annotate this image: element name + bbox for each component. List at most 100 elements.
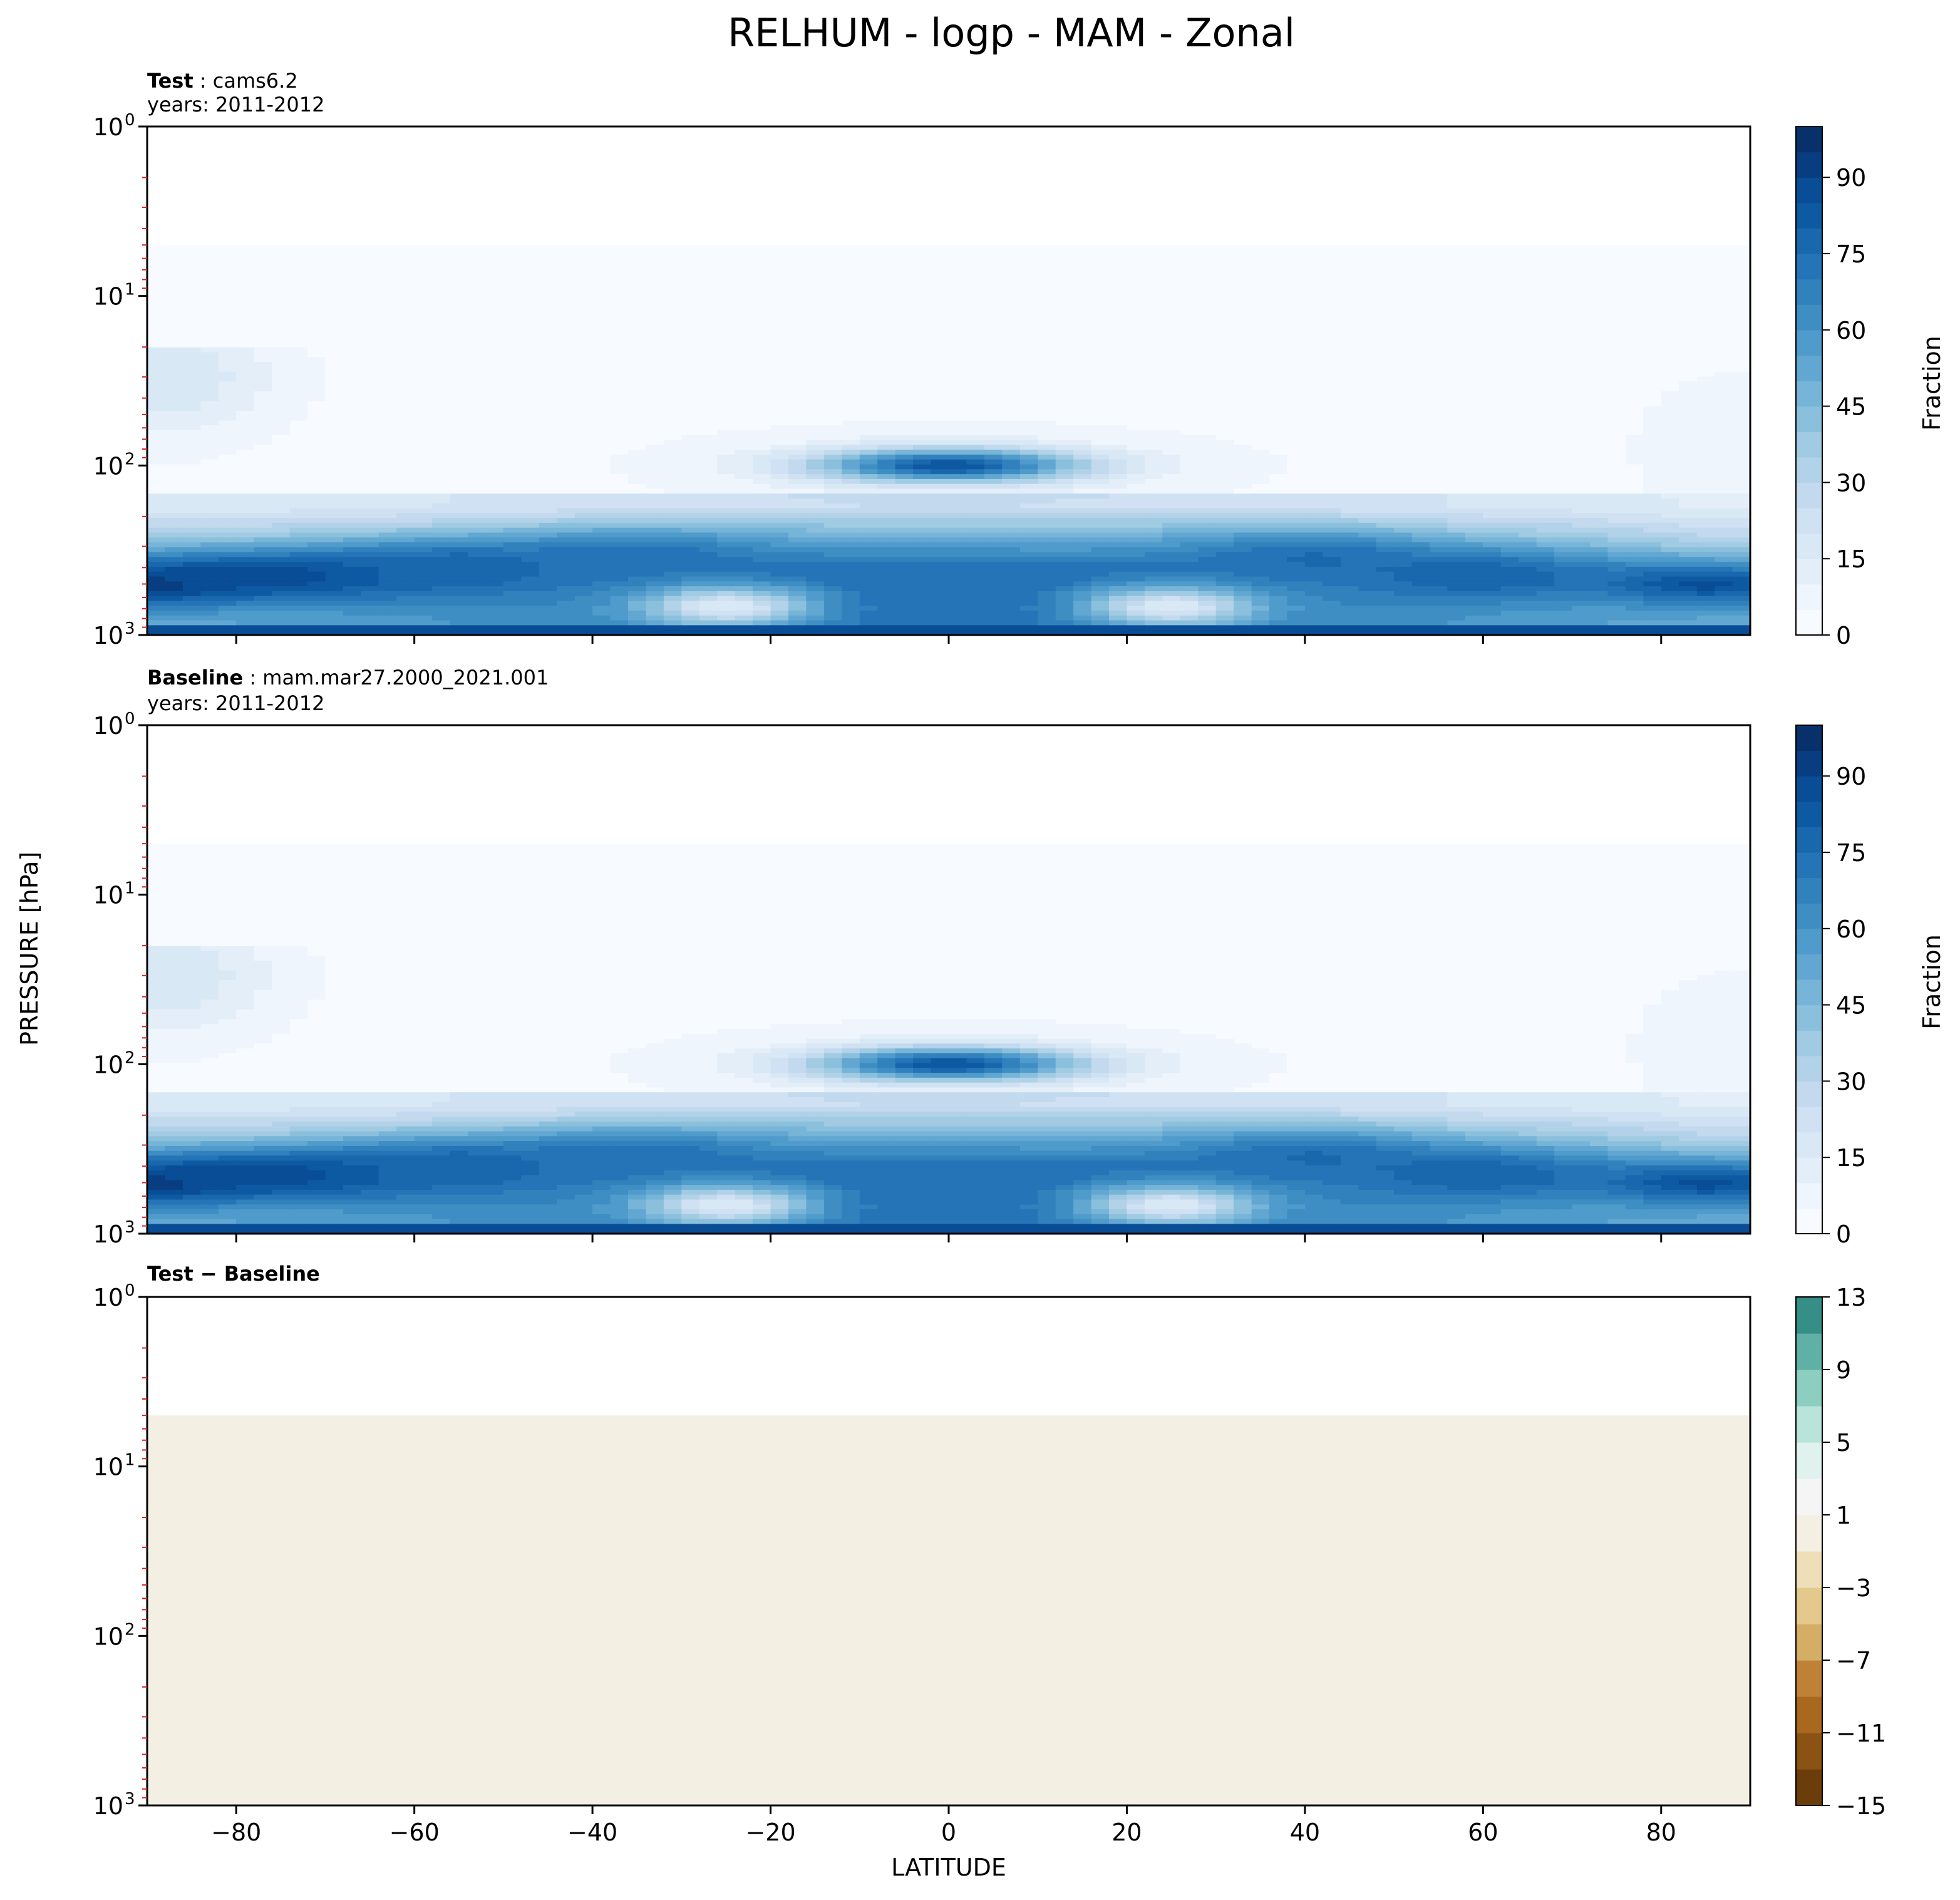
field-cell bbox=[414, 450, 433, 455]
field-cell bbox=[1679, 264, 1698, 270]
field-cell bbox=[1483, 333, 1502, 338]
field-cell bbox=[468, 289, 487, 294]
field-cell bbox=[378, 357, 397, 363]
field-cell bbox=[468, 513, 487, 519]
field-cell bbox=[1447, 459, 1466, 465]
field-cell bbox=[218, 323, 237, 329]
field-cell bbox=[1465, 483, 1484, 490]
field-cell bbox=[1483, 493, 1502, 499]
field-cell bbox=[307, 303, 326, 309]
field-cell bbox=[931, 366, 949, 373]
field-cell bbox=[984, 279, 1003, 285]
field-cell bbox=[1447, 264, 1466, 270]
field-cell bbox=[1304, 478, 1324, 485]
field-cell bbox=[1715, 391, 1733, 397]
field-cell bbox=[1715, 308, 1733, 314]
field-cell bbox=[592, 328, 611, 334]
field-cell bbox=[823, 366, 843, 373]
field-cell bbox=[450, 459, 468, 465]
field-cell bbox=[717, 294, 736, 299]
field-cell bbox=[539, 430, 557, 436]
field-cell bbox=[895, 308, 914, 314]
field-cell bbox=[699, 269, 718, 275]
field-cell bbox=[450, 513, 468, 519]
field-cell bbox=[770, 298, 789, 304]
field-cell bbox=[1340, 415, 1359, 421]
field-cell bbox=[610, 264, 629, 270]
field-cell bbox=[1109, 435, 1128, 441]
field-cell bbox=[1536, 313, 1555, 319]
field-cell bbox=[877, 435, 896, 441]
field-cell bbox=[1607, 410, 1626, 416]
field-cell bbox=[1447, 284, 1466, 290]
field-cell bbox=[913, 464, 932, 470]
field-cell bbox=[681, 333, 700, 338]
field-cell bbox=[949, 254, 967, 261]
field-cell bbox=[842, 279, 860, 285]
field-cell bbox=[503, 254, 522, 261]
field-cell bbox=[610, 464, 629, 470]
field-cell bbox=[1198, 313, 1217, 319]
field-cell bbox=[1715, 371, 1733, 378]
field-cell bbox=[1358, 303, 1377, 309]
field-cell bbox=[1447, 488, 1466, 494]
field-cell bbox=[1554, 362, 1573, 368]
field-cell bbox=[165, 254, 183, 261]
field-cell bbox=[574, 264, 593, 270]
field-cell bbox=[1038, 376, 1056, 382]
field-cell bbox=[1483, 464, 1502, 470]
field-cell bbox=[325, 245, 344, 250]
field-cell bbox=[823, 381, 843, 387]
field-cell bbox=[1394, 269, 1413, 275]
field-cell bbox=[966, 440, 985, 446]
field-cell bbox=[949, 469, 967, 475]
field-cell bbox=[1376, 342, 1395, 348]
field-cell bbox=[272, 308, 291, 314]
field-cell bbox=[450, 469, 468, 475]
field-cell bbox=[1732, 493, 1751, 499]
field-cell bbox=[949, 415, 967, 421]
field-cell bbox=[966, 498, 985, 504]
field-cell bbox=[414, 279, 433, 285]
field-cell bbox=[877, 269, 896, 275]
field-cell bbox=[1198, 308, 1217, 314]
field-cell bbox=[984, 284, 1003, 290]
field-cell bbox=[1002, 425, 1021, 431]
field-cell bbox=[1038, 318, 1056, 324]
field-cell bbox=[1234, 420, 1252, 426]
field-cell bbox=[182, 513, 202, 519]
field-cell bbox=[574, 454, 593, 460]
field-cell bbox=[521, 391, 540, 397]
field-cell bbox=[1323, 323, 1341, 329]
field-cell bbox=[592, 294, 611, 299]
field-cell bbox=[770, 347, 789, 353]
field-cell bbox=[343, 362, 362, 368]
field-cell bbox=[1304, 415, 1324, 421]
field-cell bbox=[1572, 440, 1591, 446]
field-cell bbox=[823, 450, 843, 455]
field-cell bbox=[1358, 245, 1377, 250]
field-cell bbox=[378, 391, 397, 397]
field-cell bbox=[895, 298, 914, 304]
field-cell bbox=[147, 478, 166, 485]
field-cell bbox=[1679, 396, 1698, 402]
field-cell bbox=[343, 245, 362, 250]
field-cell bbox=[1394, 352, 1413, 358]
field-cell bbox=[1304, 498, 1324, 504]
field-cell bbox=[1715, 401, 1733, 406]
field-cell bbox=[218, 488, 237, 494]
field-cell bbox=[1198, 352, 1217, 358]
field-cell bbox=[450, 308, 468, 314]
field-cell bbox=[628, 488, 647, 494]
field-cell bbox=[1554, 342, 1573, 348]
field-cell bbox=[1019, 420, 1038, 426]
field-cell bbox=[735, 513, 753, 519]
field-cell bbox=[396, 333, 415, 338]
field-cell bbox=[842, 245, 860, 250]
field-cell bbox=[770, 362, 789, 368]
field-cell bbox=[1198, 323, 1217, 329]
field-cell bbox=[1323, 342, 1341, 348]
field-cell bbox=[182, 371, 202, 378]
field-cell bbox=[1732, 284, 1751, 290]
field-cell bbox=[1269, 279, 1288, 285]
